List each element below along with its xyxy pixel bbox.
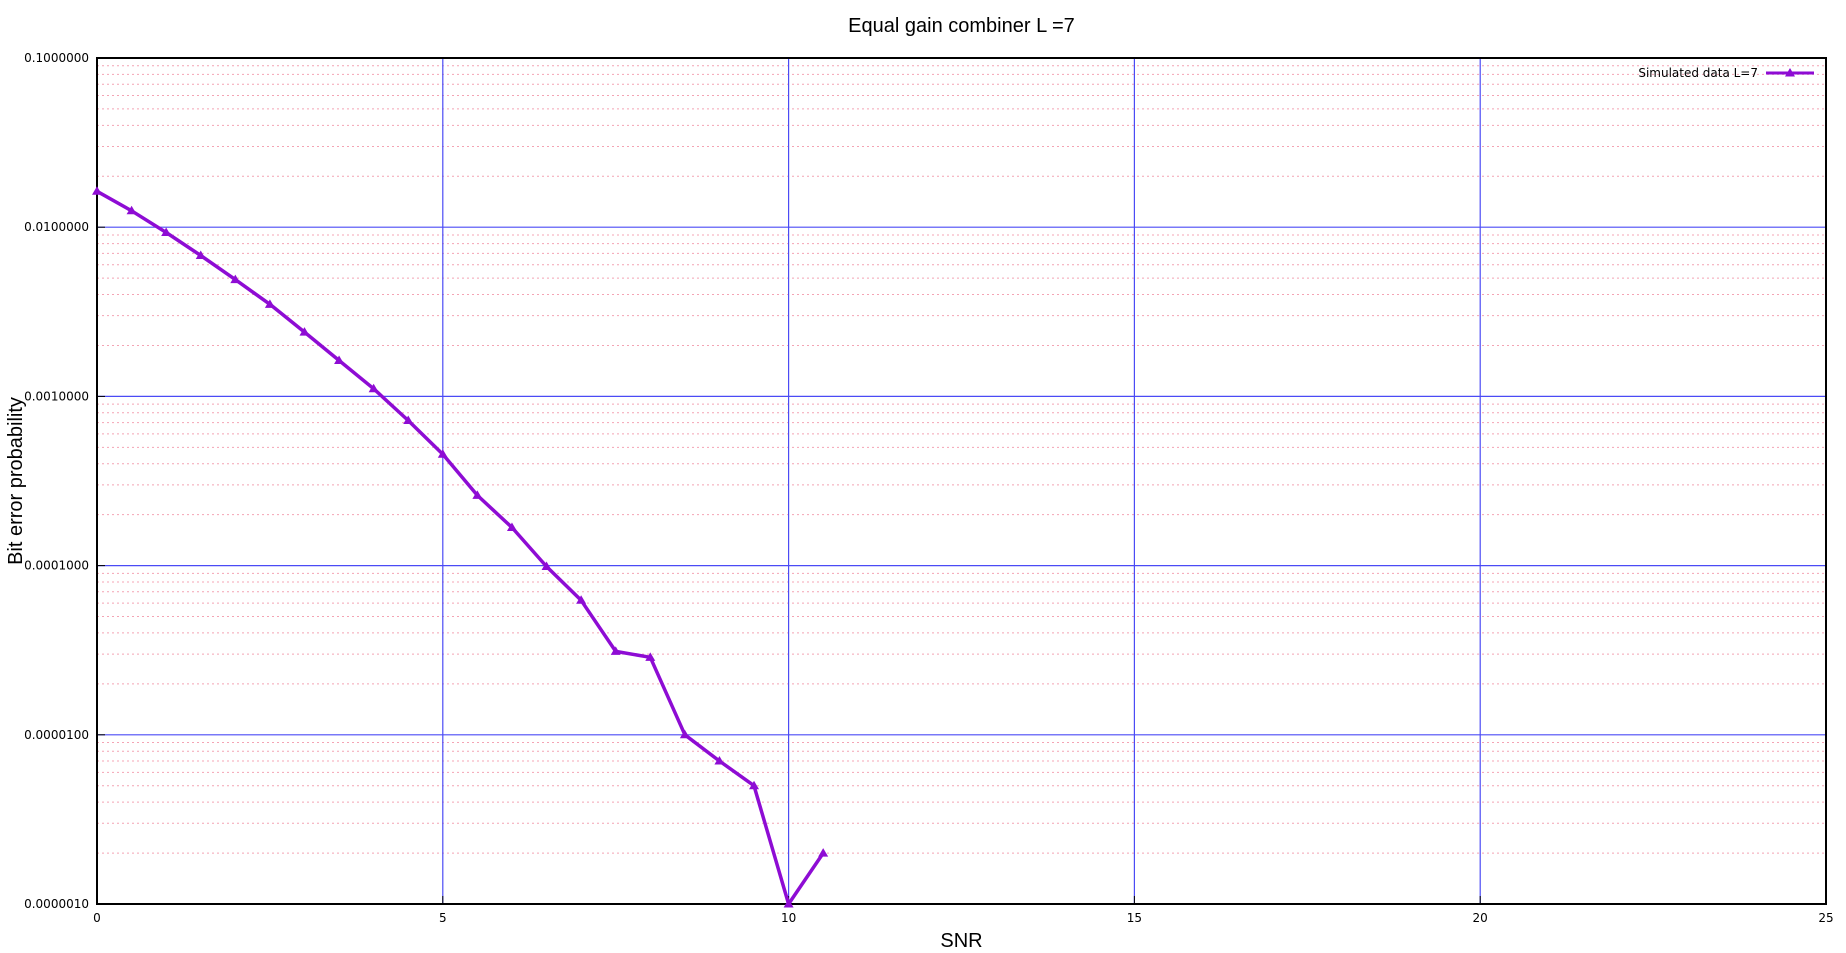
chart-title: Equal gain combiner L =7 [848, 15, 1075, 37]
data-point [264, 299, 275, 308]
data-point [610, 646, 621, 655]
data-point [299, 327, 310, 336]
plot-frame [96, 57, 1827, 905]
y-axis-label: Bit error probability [5, 397, 27, 565]
y-tick-label: 0.0100000 [24, 220, 89, 234]
y-tick-label: 0.0001000 [24, 559, 89, 573]
minor-grid [97, 65, 1826, 854]
y-axis-ticks: 0.1000000 0.0100000 0.0010000 0.0001000 0.00… [24, 51, 105, 911]
data-point [576, 595, 587, 604]
data-point [472, 490, 483, 499]
series-layer [92, 186, 829, 908]
x-axis-label: SNR [940, 930, 982, 952]
data-point [126, 205, 137, 215]
x-tick-label: 20 [1473, 911, 1488, 925]
x-tick-label: 0 [93, 911, 101, 925]
legend-swatch-marker [1785, 68, 1795, 77]
data-point [230, 274, 241, 284]
x-tick-label: 10 [781, 911, 796, 925]
data-point [195, 250, 206, 260]
data-point [92, 186, 102, 195]
series-line-0 [96, 189, 825, 906]
data-point [645, 652, 656, 661]
y-tick-label: 0.0000010 [24, 897, 89, 911]
major-grid [97, 58, 1826, 904]
y-tick-label: 0.0000100 [24, 728, 89, 742]
data-point [749, 780, 760, 790]
data-point [403, 415, 414, 425]
x-tick-label: 5 [439, 911, 447, 925]
data-point [818, 848, 829, 857]
x-tick-label: 15 [1127, 911, 1142, 925]
y-tick-label: 0.0010000 [24, 389, 89, 403]
x-axis-ticks: 0 5 10 15 20 25 [93, 896, 1834, 925]
data-point [541, 561, 552, 570]
data-point [783, 899, 794, 908]
legend: Simulated data L=7 [1638, 66, 1814, 80]
data-point [161, 227, 172, 237]
data-point [506, 522, 517, 531]
data-point [437, 449, 448, 458]
data-point [334, 355, 345, 364]
legend-label-series-0: Simulated data L=7 [1638, 66, 1758, 80]
data-point [679, 729, 690, 739]
data-point [714, 756, 725, 765]
x-tick-label: 25 [1818, 911, 1833, 925]
y-tick-label: 0.1000000 [24, 51, 89, 65]
data-point [368, 383, 379, 393]
